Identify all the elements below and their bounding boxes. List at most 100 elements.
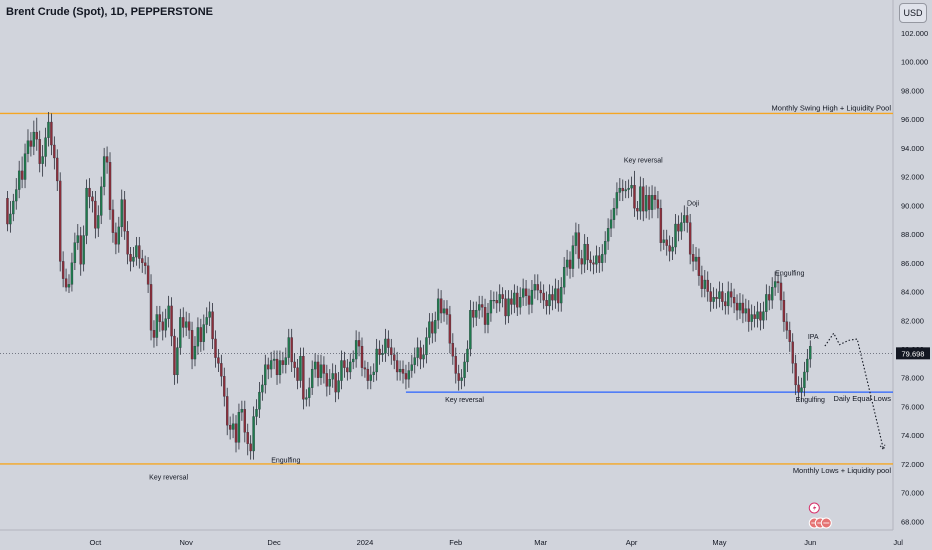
y-tick-label: 100.000 <box>901 58 928 67</box>
candle-body <box>76 235 79 243</box>
candle-body <box>26 140 30 154</box>
candle-body <box>486 312 490 325</box>
candle-body <box>598 255 601 263</box>
candle-body <box>709 291 712 302</box>
candle-body <box>510 298 513 305</box>
candle-body <box>697 256 701 276</box>
candle-body <box>732 297 736 304</box>
candle-body <box>419 347 422 360</box>
candle-body <box>785 321 789 331</box>
candle-body <box>782 300 786 322</box>
candle-body <box>583 243 586 265</box>
candle-body <box>548 294 551 307</box>
x-tick-label: Apr <box>626 538 638 547</box>
candle-body <box>357 340 361 347</box>
candle-body <box>562 266 566 288</box>
candle-body <box>647 195 651 210</box>
candle-body <box>120 199 123 228</box>
annotation-label: Key reversal <box>149 475 188 482</box>
candle-body <box>797 384 800 393</box>
candle-body <box>190 330 194 360</box>
candle-body <box>636 208 639 212</box>
candle-body <box>372 371 375 376</box>
candle-body <box>299 356 302 381</box>
candle-body <box>398 368 402 373</box>
candle-body <box>434 320 437 334</box>
candle-body <box>416 347 419 358</box>
candle-body <box>143 262 147 266</box>
x-tick-label: 2024 <box>357 538 374 547</box>
candle-body <box>627 187 630 190</box>
candle-body <box>126 231 129 255</box>
candle-body <box>680 222 683 232</box>
candle-body <box>524 288 528 297</box>
y-tick-label: 84.000 <box>901 288 924 297</box>
candle-body <box>454 356 457 374</box>
candle-body <box>182 317 185 328</box>
candle-body <box>123 199 126 232</box>
candle-body <box>519 297 522 308</box>
candle-body <box>234 423 238 443</box>
candle-body <box>149 284 153 331</box>
candle-body <box>422 354 425 360</box>
candle-body <box>521 288 525 298</box>
candle-body <box>117 226 121 245</box>
candle-body <box>211 311 214 340</box>
candle-body <box>111 209 115 233</box>
candle-body <box>645 195 648 212</box>
annotation-label: Doji <box>687 200 700 207</box>
candle-body <box>187 321 191 331</box>
candle-body <box>560 287 563 304</box>
candle-body <box>498 294 501 304</box>
level-label: Monthly Lows + Liquidity pool <box>793 466 892 475</box>
candle-body <box>363 367 367 370</box>
candle-body <box>516 292 519 308</box>
y-tick-label: 74.000 <box>901 431 924 440</box>
candle-body <box>331 373 334 380</box>
candle-body <box>724 301 727 307</box>
candle-body <box>328 379 331 387</box>
level-label: Monthly Swing High + Liquidity Pool <box>772 103 892 112</box>
candle-body <box>806 358 809 373</box>
candle-body <box>688 222 692 255</box>
candle-body <box>671 246 674 252</box>
candle-body <box>577 232 581 259</box>
candle-body <box>53 144 56 159</box>
candle-body <box>557 288 560 304</box>
candle-body <box>466 348 469 363</box>
candle-body <box>765 294 768 312</box>
annotation-label: IPA <box>808 334 819 341</box>
candle-body <box>589 259 592 263</box>
candle-body <box>47 121 50 138</box>
candle-body <box>158 314 162 322</box>
candle-body <box>612 208 616 220</box>
candle-body <box>305 397 308 400</box>
candle-body <box>132 256 135 262</box>
candle-body <box>762 311 765 321</box>
candle-body <box>293 361 296 368</box>
candle-body <box>451 343 455 357</box>
candle-body <box>50 121 53 146</box>
candle-body <box>105 156 109 163</box>
currency-button[interactable]: USD <box>899 3 927 23</box>
candle-body <box>173 335 176 376</box>
candle-body <box>592 262 595 265</box>
candle-body <box>475 310 478 318</box>
candle-body <box>108 162 112 210</box>
candle-body <box>580 258 583 265</box>
candle-body <box>352 358 355 363</box>
candle-body <box>756 311 759 319</box>
y-tick-label: 88.000 <box>901 230 924 239</box>
candle-body <box>97 215 100 229</box>
candle-body <box>375 348 378 373</box>
candle-body <box>220 363 223 377</box>
candle-body <box>296 367 299 381</box>
candle-body <box>281 360 285 365</box>
candle-body <box>269 360 273 370</box>
candle-body <box>237 412 241 443</box>
candle-body <box>340 360 343 381</box>
candle-body <box>6 198 9 225</box>
candle-body <box>545 300 548 307</box>
